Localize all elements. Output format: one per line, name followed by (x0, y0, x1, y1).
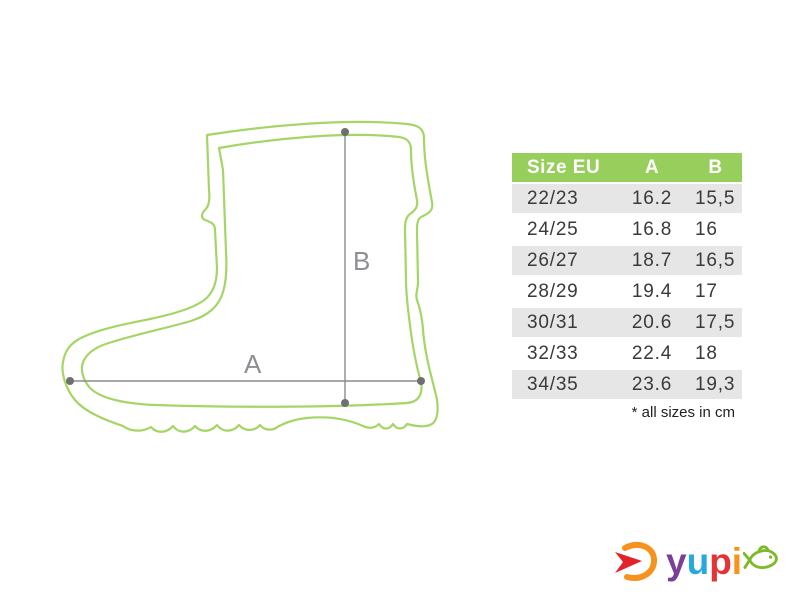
brand-logo: y u p i (612, 538, 781, 584)
table-row: 28/29 19.4 17 (512, 277, 742, 308)
table-row: 34/35 23.6 19,3 (512, 370, 742, 401)
cell-b: 17,5 (695, 311, 736, 333)
yupi-swoosh-icon (615, 542, 657, 581)
measure-dot-b-top (341, 128, 349, 136)
cell-b: 15,5 (695, 187, 736, 209)
cell-b: 16 (695, 218, 718, 240)
cell-size: 32/33 (527, 342, 579, 364)
measure-dot-a-left (66, 377, 74, 385)
cell-b: 17 (695, 280, 718, 302)
boot-measurement-diagram: B A (55, 110, 450, 455)
cell-b: 18 (695, 342, 718, 364)
table-row: 32/33 22.4 18 (512, 339, 742, 370)
cell-b: 16,5 (695, 249, 736, 271)
table-header-row: Size EU A B (512, 153, 742, 184)
boot-inner-outline (80, 133, 423, 408)
table-row: 30/31 20.6 17,5 (512, 308, 742, 339)
measure-dot-b-bottom (341, 399, 349, 407)
header-cell-a: A (644, 156, 660, 178)
table-row: 24/25 16.8 16 (512, 215, 742, 246)
measure-dot-a-right (417, 377, 425, 385)
cell-a: 19.4 (631, 280, 673, 302)
cell-b: 19,3 (695, 373, 736, 395)
cell-a: 20.6 (631, 311, 673, 333)
boot-outline-svg: B A (61, 120, 439, 433)
cell-size: 24/25 (527, 218, 579, 240)
cell-size: 26/27 (527, 249, 579, 271)
measure-label-b: B (353, 246, 370, 276)
logo-letter-y: y (666, 540, 687, 582)
boot-outer-outline (61, 120, 439, 433)
cell-size: 34/35 (527, 373, 579, 395)
cell-a: 22.4 (631, 342, 673, 364)
cell-size: 30/31 (527, 311, 579, 333)
table-row: 26/27 18.7 16,5 (512, 246, 742, 277)
header-cell-b: B (708, 156, 723, 178)
fish-icon (743, 545, 778, 569)
cell-a: 18.7 (631, 249, 673, 271)
cell-a: 16.2 (631, 187, 673, 209)
logo-letter-u: u (686, 540, 710, 582)
sizes-note: * all sizes in cm (631, 404, 735, 421)
cell-size: 28/29 (527, 280, 579, 302)
measure-label-a: A (244, 349, 262, 379)
logo-wordmark: y u p i (666, 543, 742, 580)
cell-size: 22/23 (527, 187, 579, 209)
cell-a: 23.6 (631, 373, 673, 395)
header-cell-size-eu: Size EU (527, 156, 601, 178)
cell-a: 16.8 (631, 218, 673, 240)
logo-letter-i: i (731, 540, 743, 582)
table-row: 22/23 16.2 15,5 (512, 184, 742, 215)
logo-letter-p: p (709, 540, 732, 582)
size-table: Size EU A B 22/23 16.2 15,5 24/25 16.8 1… (512, 153, 742, 401)
